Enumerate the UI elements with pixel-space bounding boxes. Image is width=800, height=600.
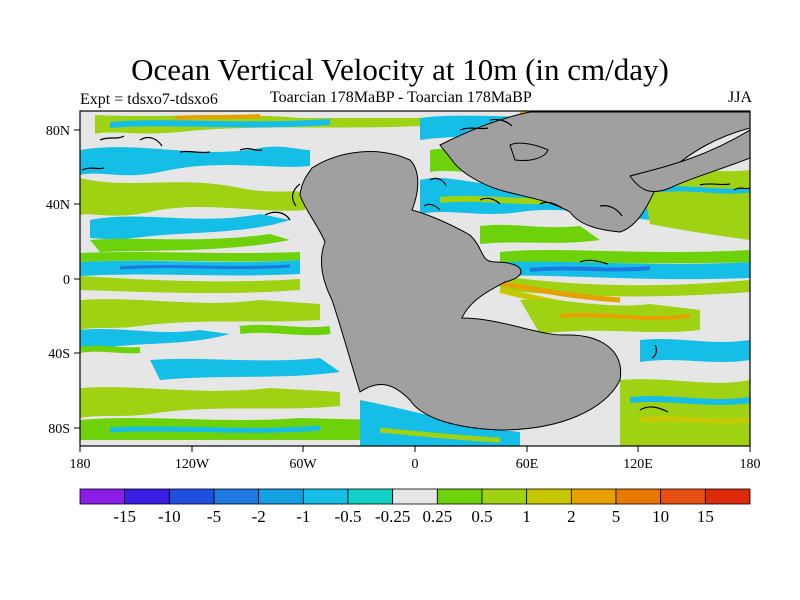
colorbar-label: -1 — [296, 507, 310, 526]
land-masses — [299, 111, 750, 431]
x-tick-label: 0 — [412, 457, 419, 472]
axis-ticks — [74, 129, 751, 452]
colorbar-swatch — [347, 488, 394, 505]
colorbar-swatch — [168, 488, 215, 505]
period-label: Toarcian 178MaBP - Toarcian 178MaBP — [270, 89, 532, 106]
colorbar-swatch — [79, 488, 126, 505]
x-tick-label: 60E — [516, 457, 539, 472]
east-peninsula — [629, 129, 750, 192]
colorbar-label: -0.25 — [375, 507, 410, 526]
colorbar-label: -2 — [252, 507, 266, 526]
colorbar — [79, 488, 751, 505]
colorbar-swatch — [615, 488, 662, 505]
colorbar-label: 5 — [612, 507, 621, 526]
colorbar-swatch — [124, 488, 170, 505]
colorbar-swatch — [436, 488, 483, 505]
x-tick-label: 180 — [740, 457, 761, 472]
colorbar-label: -5 — [207, 507, 221, 526]
y-tick-label: 80N — [46, 124, 70, 139]
chart-title: Ocean Vertical Velocity at 10m (in cm/da… — [131, 52, 669, 87]
colorbar-swatch — [302, 488, 349, 505]
colorbar-label: -0.5 — [335, 507, 362, 526]
y-tick-labels: 80N 40N 0 40S 80S — [46, 124, 70, 437]
y-tick-label: 40N — [46, 198, 70, 213]
colorbar-swatch — [704, 488, 751, 505]
x-tick-label: 120E — [623, 457, 653, 472]
y-tick-label: 40S — [48, 347, 70, 362]
colorbar-label: -15 — [113, 507, 136, 526]
y-tick-label: 80S — [48, 422, 70, 437]
colorbar-swatch — [526, 488, 572, 505]
colorbar-label: 10 — [652, 507, 669, 526]
colorbar-swatch — [481, 488, 528, 505]
colorbar-label: 15 — [697, 507, 714, 526]
colorbar-swatch — [213, 488, 260, 505]
x-tick-label: 60W — [289, 457, 317, 472]
northern-landmass — [439, 111, 750, 233]
colorbar-labels: -15 -10 -5 -2 -1 -0.5 -0.25 0.25 0.5 1 2 5 10 15 — [113, 507, 714, 526]
colorbar-swatch — [660, 488, 706, 505]
colorbar-label: -10 — [158, 507, 181, 526]
season-label: JJA — [727, 89, 752, 106]
colorbar-swatch — [570, 488, 617, 505]
experiment-label: Expt = tdsxo7-tdsxo6 — [80, 91, 218, 108]
map-plot-area — [80, 111, 750, 446]
colorbar-label: 1 — [522, 507, 531, 526]
coastlines — [81, 118, 750, 413]
colorbar-swatch — [258, 488, 304, 505]
colorbar-label: 0.5 — [471, 507, 492, 526]
y-tick-label: 0 — [63, 273, 70, 288]
x-tick-labels: 180 120W 60W 0 60E 120E 180 — [70, 457, 761, 472]
arctic-island — [509, 142, 549, 161]
pangaea-main — [299, 151, 622, 431]
x-tick-label: 120W — [175, 457, 210, 472]
colorbar-swatch — [392, 488, 438, 505]
colorbar-label: 0.25 — [422, 507, 452, 526]
x-tick-label: 180 — [70, 457, 91, 472]
colorbar-label: 2 — [567, 507, 576, 526]
